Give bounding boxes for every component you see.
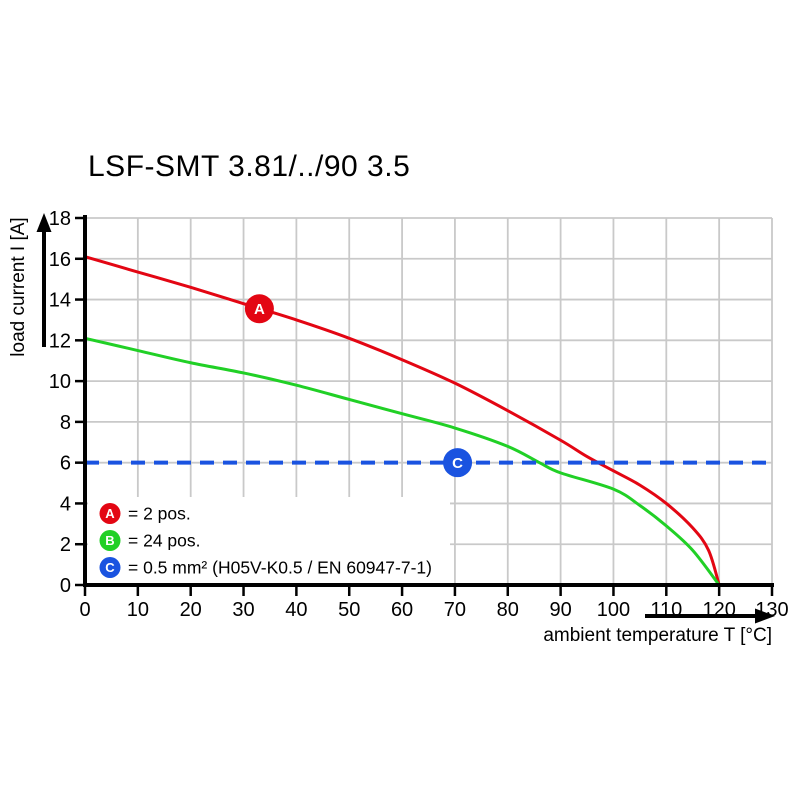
y-tick-label: 4 (60, 493, 71, 515)
legend-swatch-b (99, 530, 121, 551)
legend-swatch-c (99, 557, 121, 578)
x-tick-label: 80 (497, 599, 519, 621)
x-tick-label: 100 (597, 599, 630, 621)
y-tick-label: 6 (60, 453, 71, 475)
legend-background (88, 497, 450, 584)
x-tick-label: 60 (391, 599, 413, 621)
y-tick-label: 18 (49, 208, 71, 230)
y-tick-label: 14 (49, 290, 71, 312)
legend-swatch-letter-a: A (105, 506, 115, 521)
marker-a (244, 294, 274, 324)
y-tick-label: 16 (49, 249, 71, 271)
series-b-curve (83, 336, 721, 587)
x-axis-title: ambient temperature T [°C] (543, 625, 772, 646)
x-axis-arrow-head (755, 608, 775, 624)
y-axis-title: load current I [A] (8, 217, 29, 356)
y-axis-arrow-head (36, 213, 52, 232)
marker-c (443, 448, 473, 478)
chart-title: LSF-SMT 3.81/../90 3.5 (88, 150, 411, 183)
legend-swatch-letter-b: B (105, 533, 114, 548)
x-tick-label: 40 (285, 599, 307, 621)
y-tick-label: 8 (60, 412, 71, 434)
y-tick-label: 10 (49, 371, 71, 393)
x-tick-label: 50 (338, 599, 360, 621)
x-tick-label: 90 (549, 599, 571, 621)
x-tick-label: 30 (232, 599, 254, 621)
legend-swatch-letter-c: C (105, 560, 115, 575)
y-tick-label: 12 (49, 330, 71, 352)
marker-c-label: C (452, 455, 463, 472)
y-tick-label: 2 (60, 534, 71, 556)
legend-label-b: = 24 pos. (128, 531, 201, 551)
x-tick-label: 10 (127, 599, 149, 621)
marker-a-label: A (254, 301, 265, 318)
x-tick-label: 70 (444, 599, 466, 621)
y-tick-label: 0 (60, 575, 71, 597)
legend-label-c: = 0.5 mm² (H05V-K0.5 / EN 60947-7-1) (128, 558, 432, 578)
x-tick-label: 0 (79, 599, 90, 621)
legend-label-a: = 2 pos. (128, 504, 191, 524)
series-a-curve (83, 255, 721, 587)
x-tick-label: 20 (180, 599, 202, 621)
legend-swatch-a (99, 503, 121, 524)
